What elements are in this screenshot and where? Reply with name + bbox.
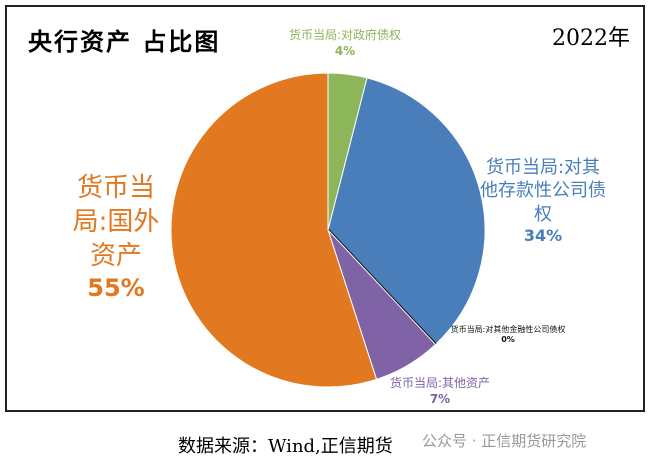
category-label: 货币当局:对其他金融性公司债权 bbox=[450, 325, 566, 334]
slice-label: 货币当局:国外资产 55% bbox=[60, 172, 172, 305]
chart-frame bbox=[5, 5, 645, 412]
category-label: 货币当局:对其他存款性公司债权 bbox=[480, 157, 606, 225]
value-label: 34% bbox=[523, 226, 563, 246]
pie-slice bbox=[327, 77, 486, 346]
annotation: 2022年 bbox=[552, 26, 630, 51]
value-label: 0% bbox=[501, 335, 515, 345]
category-label: 货币当局:对政府债权 bbox=[288, 28, 402, 42]
category-label: 货币当局:国外资产 bbox=[72, 173, 160, 271]
slice-label: 货币当局:其他资产 7% bbox=[380, 376, 500, 407]
watermark: 公众号 · 正信期货研究院 bbox=[422, 432, 587, 450]
source: 数据来源：Wind,正信期货 bbox=[178, 436, 393, 457]
value-label: 4% bbox=[334, 43, 356, 58]
chart-title: 央行资产 占比图 bbox=[28, 28, 221, 56]
category-label: 货币当局:其他资产 bbox=[389, 376, 491, 390]
value-label: 7% bbox=[429, 391, 451, 406]
slice-label: 货币当局:对其他金融性公司债权 0% bbox=[448, 325, 568, 346]
slice-label: 货币当局:对其他存款性公司债权 34% bbox=[478, 156, 608, 247]
slice-label: 货币当局:对政府债权 4% bbox=[280, 28, 410, 59]
pie-slice bbox=[170, 72, 378, 388]
value-label: 55% bbox=[87, 274, 145, 303]
